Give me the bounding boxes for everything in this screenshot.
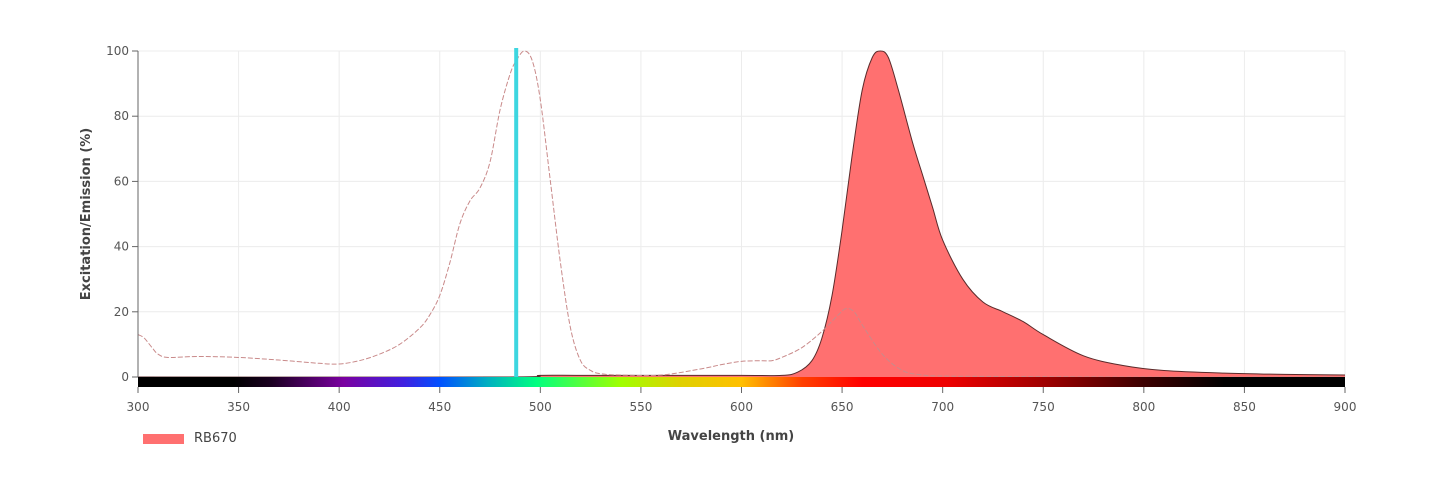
y-tick-label: 40 [114, 240, 129, 254]
x-tick-label: 900 [1334, 400, 1357, 414]
legend-swatch-rb670[interactable] [143, 433, 184, 444]
x-tick-label: 650 [831, 400, 854, 414]
legend: RB670 [143, 431, 237, 446]
wavelength-spectrum-bar [138, 377, 1345, 387]
x-tick-label: 500 [529, 400, 552, 414]
x-tick-label: 850 [1233, 400, 1256, 414]
x-tick-label: 750 [1032, 400, 1055, 414]
x-tick-label: 350 [227, 400, 250, 414]
x-axis-title: Wavelength (nm) [668, 429, 794, 444]
x-tick-label: 300 [127, 400, 150, 414]
y-tick-label: 60 [114, 174, 129, 188]
x-tick-label: 450 [428, 400, 451, 414]
x-tick-label: 700 [931, 400, 954, 414]
x-tick-label: 800 [1132, 400, 1155, 414]
y-axis-title: Excitation/Emission (%) [79, 128, 94, 300]
x-tick-label: 600 [730, 400, 753, 414]
legend-label-rb670[interactable]: RB670 [194, 431, 237, 446]
x-tick-label: 550 [629, 400, 652, 414]
excitation-line [137, 50, 1346, 378]
y-tick-label: 0 [121, 370, 129, 384]
y-tick-label: 100 [106, 44, 129, 58]
laser-line-488 [514, 48, 519, 377]
y-tick-label: 80 [114, 109, 129, 123]
axes: 0 20 40 60 80 100 300 350 400 450 500 550 600 650 700 7… [106, 44, 1356, 414]
y-tick-label: 20 [114, 305, 129, 319]
x-tick-label: 400 [328, 400, 351, 414]
grid-lines [137, 50, 1346, 378]
